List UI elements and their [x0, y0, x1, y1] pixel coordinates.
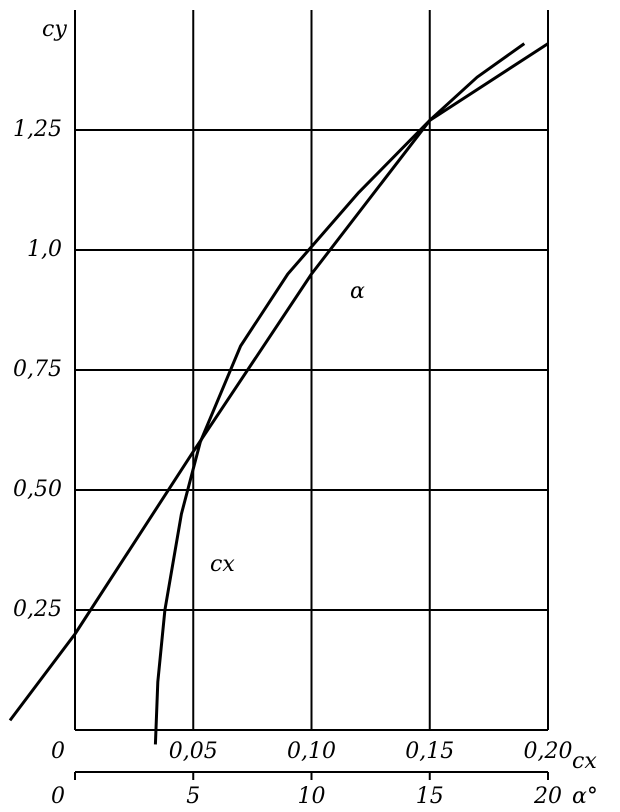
x-tick-label: 0,20	[524, 739, 573, 764]
x-tick-label: 0,10	[287, 739, 336, 764]
x2-tick-label: 0	[51, 784, 65, 809]
x-tick-label: 0,05	[169, 739, 218, 764]
y-tick-label: 1,25	[13, 117, 62, 142]
curve-label: α	[350, 279, 365, 304]
x2-tick-label: 20	[533, 784, 562, 809]
x2-tick-label: 10	[298, 784, 326, 809]
curve	[153, 42, 526, 745]
y-tick-label: 0,50	[13, 477, 62, 502]
x2-tick-label: 15	[416, 784, 444, 809]
x-tick-label: 0,15	[405, 739, 454, 764]
y-tick-label: 0,25	[13, 597, 62, 622]
y-tick-label: 1,0	[27, 237, 62, 262]
curve-label: cx	[210, 552, 235, 577]
y-axis-label: cy	[42, 17, 67, 42]
x2-axis-label: α°	[572, 784, 598, 809]
y-tick-label: 0,75	[13, 357, 62, 382]
x-tick-label: 0	[51, 739, 65, 764]
x-axis-label: cx	[572, 749, 597, 774]
x2-tick-label: 5	[186, 784, 200, 809]
curve	[8, 42, 549, 722]
